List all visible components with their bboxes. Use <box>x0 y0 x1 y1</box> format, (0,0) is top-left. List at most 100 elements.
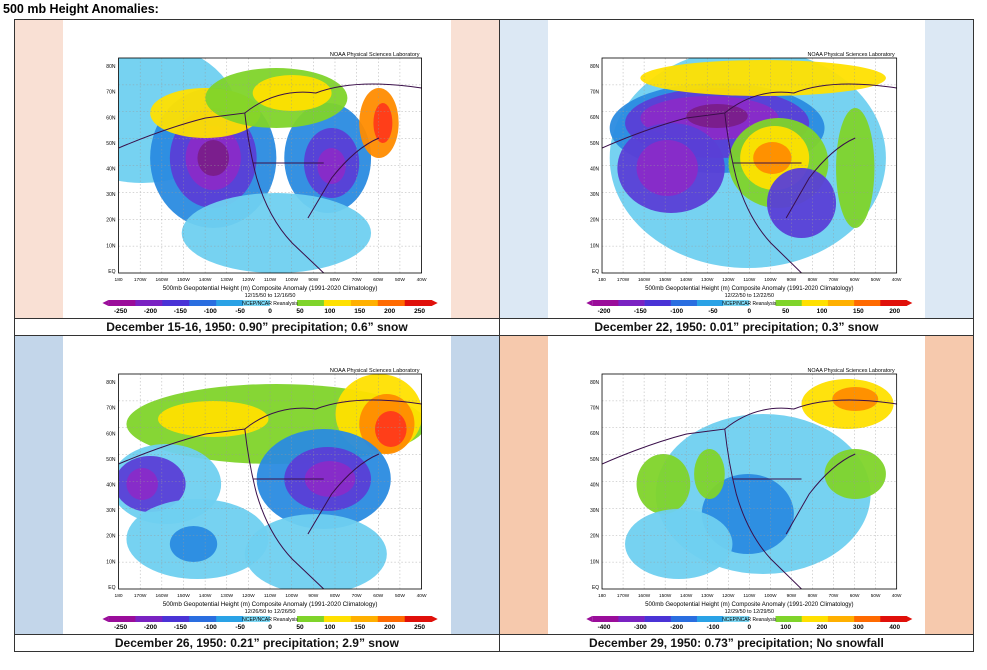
lat-tick-label: 20N <box>106 534 116 540</box>
map-dates: 12/22/50 to 12/22/50 <box>724 293 773 299</box>
panel-caption: December 15-16, 1950: 0.90” precipitatio… <box>14 318 500 336</box>
lat-tick-label: 20N <box>590 218 599 224</box>
lon-tick-label: 130W <box>220 277 233 283</box>
reanalysis-label: NCEP/NCAR Reanalysis <box>242 301 298 307</box>
lon-tick-label: 100W <box>285 593 298 599</box>
lat-tick-label: 80N <box>590 380 599 386</box>
colorbar-segment <box>270 616 298 622</box>
colorbar-segment <box>270 300 298 306</box>
lon-tick-label: 50W <box>395 277 405 283</box>
lon-tick-label: 90W <box>308 277 318 283</box>
anomaly-map: NOAA Physical Sciences Laboratory 80N 70N 6… <box>547 336 925 634</box>
anomaly-contour <box>686 104 748 128</box>
colorbar-segment <box>749 616 776 622</box>
colorbar-segment <box>775 616 802 622</box>
lon-tick-label: 110W <box>743 277 755 283</box>
lon-tick-label: 130W <box>701 593 714 599</box>
panel-cell: NOAA Physical Sciences Laboratory 80N 70N 6… <box>498 335 975 635</box>
map-subtitle: 500mb Geopotential Height (m) Composite … <box>645 285 854 292</box>
colorbar-segment <box>775 300 802 306</box>
lat-tick-label: 40N <box>106 483 116 489</box>
colorbar-segment <box>162 300 190 306</box>
lat-tick-label: 20N <box>106 218 116 224</box>
lat-tick-label: 20N <box>590 534 599 540</box>
anomaly-contour <box>375 411 407 447</box>
colorbar-segment <box>592 616 619 622</box>
colorbar-tick-label: 0 <box>268 624 272 631</box>
credit-label: NOAA Physical Sciences Laboratory <box>807 52 894 58</box>
lat-tick-label: 50N <box>590 141 599 147</box>
colorbar-segment <box>350 616 379 622</box>
panel-caption: December 22, 1950: 0.01” precipitation; … <box>498 318 975 336</box>
colorbar-tick-label: 250 <box>414 624 425 631</box>
lon-tick-label: 40W <box>892 277 902 283</box>
lon-tick-label: 180 <box>598 277 606 283</box>
lon-tick-label: 140W <box>199 593 212 599</box>
anomaly-contour <box>624 509 733 579</box>
lon-tick-label: 80W <box>330 277 340 283</box>
colorbar-segment <box>644 300 671 306</box>
colorbar-segment <box>853 616 881 622</box>
lon-tick-label: 160W <box>156 277 169 283</box>
lon-tick-label: 100W <box>285 277 298 283</box>
lat-tick-label: EQ <box>108 269 115 275</box>
lat-tick-label: 80N <box>106 380 116 386</box>
colorbar-tick-label: -250 <box>114 308 127 315</box>
lon-tick-label: 70W <box>352 277 362 283</box>
lon-tick-label: 50W <box>395 593 405 599</box>
colorbar-tick-label: -100 <box>204 624 217 631</box>
colorbar-segment <box>853 300 881 306</box>
lat-tick-label: 30N <box>106 192 116 198</box>
colorbar-segment <box>696 300 724 306</box>
lat-tick-label: 80N <box>106 64 116 70</box>
anomaly-contour <box>169 526 218 562</box>
coastline <box>118 83 422 273</box>
colorbar-segment <box>670 300 698 306</box>
colorbar-tick-label: -100 <box>670 308 683 315</box>
colorbar-segment <box>827 616 855 622</box>
colorbar-tick-label: -150 <box>174 308 187 315</box>
lon-tick-label: 110W <box>264 277 277 283</box>
lat-tick-label: 70N <box>106 406 116 412</box>
colorbar-tick-label: -250 <box>114 624 127 631</box>
colorbar-tick-label: -150 <box>634 308 647 315</box>
colorbar-tick-label: -50 <box>235 308 245 315</box>
lat-tick-label: 60N <box>590 115 599 121</box>
colorbar-tick-label: -50 <box>235 624 245 631</box>
lon-tick-label: 110W <box>743 593 755 599</box>
colorbar-tick-label: -100 <box>706 624 719 631</box>
colorbar-tick-label: 150 <box>354 308 365 315</box>
colorbar-tick-label: -200 <box>144 308 157 315</box>
colorbar-segment <box>404 300 432 306</box>
colorbar-tick-label: 250 <box>414 308 425 315</box>
colorbar-segment <box>243 300 271 306</box>
colorbar-segment <box>296 616 325 622</box>
anomaly-map-graphic: NOAA Physical Sciences Laboratory 80N 70N 6… <box>102 52 438 315</box>
colorbar-segment <box>216 616 244 622</box>
colorbar-tick-label: -150 <box>174 624 187 631</box>
map-subtitle: 500mb Geopotential Height (m) Composite … <box>645 601 854 608</box>
anomaly-contour <box>766 168 836 238</box>
lon-tick-label: 150W <box>659 277 672 283</box>
lon-tick-label: 120W <box>242 593 255 599</box>
colorbar-segment <box>350 300 379 306</box>
colorbar-segment <box>801 616 829 622</box>
anomaly-contour <box>636 454 691 514</box>
panel-cell: NOAA Physical Sciences Laboratory 80N 70N 6… <box>498 19 975 319</box>
colorbar-segment <box>801 300 829 306</box>
lon-tick-label: 160W <box>156 593 169 599</box>
lon-tick-label: 90W <box>786 277 796 283</box>
map-dates: 12/15/50 to 12/16/50 <box>245 293 296 299</box>
lat-tick-label: 60N <box>590 431 599 437</box>
lon-tick-label: 80W <box>807 277 817 283</box>
reanalysis-label: NCEP/NCAR Reanalysis <box>722 301 777 307</box>
lon-tick-label: 150W <box>177 277 190 283</box>
lat-tick-label: 70N <box>590 406 599 412</box>
lat-tick-label: 40N <box>590 482 599 488</box>
lon-tick-label: 130W <box>701 277 714 283</box>
anomaly-map: NOAA Physical Sciences Laboratory 80N 70N 6… <box>547 20 925 318</box>
colorbar-segment <box>723 300 750 306</box>
colorbar-segment <box>243 616 271 622</box>
anomaly-contour <box>197 140 230 176</box>
colorbar-segment <box>162 616 190 622</box>
